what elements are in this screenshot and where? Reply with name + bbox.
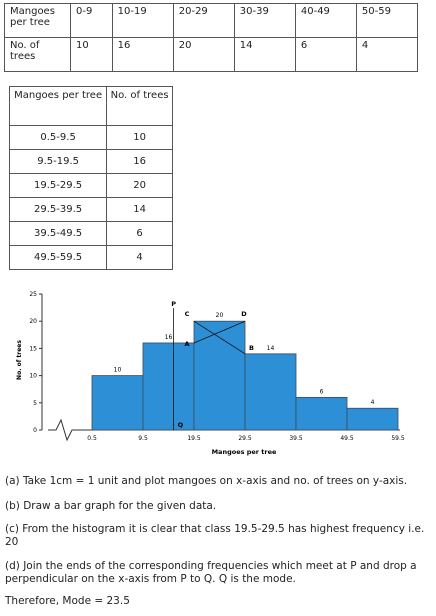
table-cell: 16 (106, 149, 173, 174)
table-row: 29.5-39.5 14 (8, 197, 173, 222)
table-cell: 20 (106, 173, 173, 198)
row-label: No. of trees (4, 37, 71, 72)
table-cell: 19.5-29.5 (8, 173, 108, 198)
y-tick-label: 15 (29, 345, 37, 352)
y-tick-label: 5 (33, 400, 37, 407)
table-cell: 10 (106, 125, 173, 150)
histogram-bar (244, 353, 297, 431)
note-conclusion: Therefore, Mode = 23.5 (5, 595, 130, 607)
column-header: Mangoes per tree (8, 86, 108, 126)
construction-line-cb (193, 320, 246, 355)
y-tick-label: 20 (29, 318, 37, 325)
table-cell: 0-9 (70, 3, 113, 38)
table-cell: 0.5-9.5 (8, 125, 108, 150)
construction-point-label: P (171, 300, 176, 308)
table-cell: 14 (106, 197, 173, 222)
construction-point-label: B (249, 344, 254, 352)
table-cell: 10 (70, 37, 113, 72)
table-cell: 50-59 (355, 3, 419, 38)
table-cell: 14 (233, 37, 296, 72)
continuous-class-table: Mangoes per tree No. of trees 0.5-9.5 10 … (8, 86, 173, 270)
bar-value-label: 6 (320, 388, 324, 395)
y-tick-label: 25 (29, 291, 37, 298)
table-cell: 30-39 (233, 3, 296, 38)
construction-point-label: D (241, 310, 247, 318)
table-cell: 40-49 (294, 3, 357, 38)
table-row: 49.5-59.5 4 (8, 245, 173, 270)
table-row: 19.5-29.5 20 (8, 173, 173, 198)
x-tick-label: 29.5 (238, 435, 252, 442)
table-cell: 20 (172, 37, 235, 72)
histogram-bar (91, 375, 144, 431)
histogram-chart: 0 5 10 15 20 25 10 16 20 14 6 4 0.5 9.5 19.5 29.5 39.5… (16, 291, 405, 456)
table-header-row: Mangoes per tree No. of trees (8, 86, 173, 126)
histogram-bar (346, 407, 399, 431)
note-d: (d) Join the ends of the corresponding f… (5, 560, 417, 585)
construction-point-label: C (185, 310, 190, 318)
table-row: 0.5-9.5 10 (8, 125, 173, 150)
x-tick-label: 49.5 (340, 435, 354, 442)
table-cell: 10-19 (111, 3, 174, 38)
bar-value-label: 16 (165, 334, 173, 341)
bar-value-label: 10 (114, 367, 122, 374)
table-cell: 6 (106, 221, 173, 246)
column-header: No. of trees (106, 86, 173, 126)
y-tick-label: 10 (29, 373, 37, 380)
table-row: 39.5-49.5 6 (8, 221, 173, 246)
row-label: Mangoes per tree (4, 3, 71, 38)
table-cell: 20-29 (172, 3, 235, 38)
note-c: (c) From the histogram it is clear that … (5, 523, 425, 548)
table-cell: 39.5-49.5 (8, 221, 108, 246)
construction-point-label: Q (178, 421, 184, 429)
note-a: (a) Take 1cm = 1 unit and plot mangoes o… (5, 475, 408, 487)
table-cell: 49.5-59.5 (8, 245, 108, 270)
table-cell: 9.5-19.5 (8, 149, 108, 174)
construction-point-label: A (184, 340, 189, 348)
table-row: No. of trees 10 16 20 14 6 4 (4, 37, 419, 72)
x-tick-label: 39.5 (289, 435, 303, 442)
histogram-bar (142, 342, 195, 431)
histogram-bar (193, 320, 246, 431)
construction-line-ad (193, 320, 246, 344)
bar-value-label: 14 (267, 345, 275, 352)
frequency-table: Mangoes per tree 0-9 10-19 20-29 30-39 4… (4, 3, 419, 72)
table-cell: 6 (294, 37, 357, 72)
x-axis-label: Mangoes per tree (212, 448, 277, 456)
table-cell: 16 (111, 37, 174, 72)
y-tick-label: 0 (33, 427, 37, 434)
x-tick-label: 9.5 (138, 435, 148, 442)
y-axis-label: No. of trees (16, 340, 23, 380)
table-cell: 4 (106, 245, 173, 270)
table-row: 9.5-19.5 16 (8, 149, 173, 174)
table-cell: 4 (355, 37, 419, 72)
note-b: (b) Draw a bar graph for the given data. (5, 500, 217, 512)
table-cell: 29.5-39.5 (8, 197, 108, 222)
x-tick-label: 59.5 (391, 435, 405, 442)
axis-break-zigzag (48, 418, 76, 442)
x-tick-label: 19.5 (187, 435, 201, 442)
bar-value-label: 20 (216, 312, 224, 319)
x-tick-label: 0.5 (87, 435, 97, 442)
histogram-bar (295, 396, 348, 431)
bar-value-label: 4 (371, 399, 375, 406)
table-row: Mangoes per tree 0-9 10-19 20-29 30-39 4… (4, 3, 419, 38)
